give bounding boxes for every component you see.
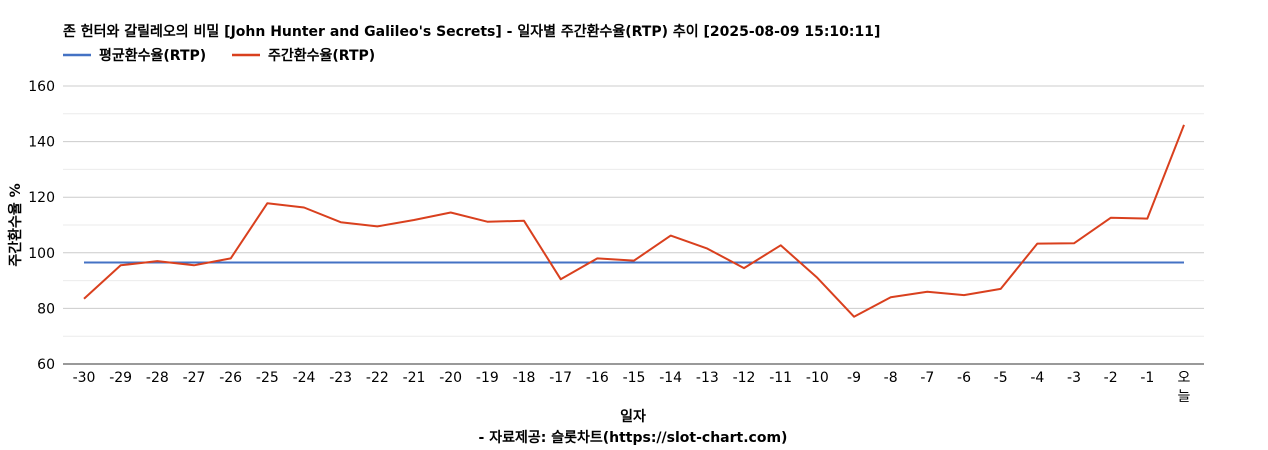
legend: 평균환수율(RTP) 주간환수율(RTP): [63, 47, 375, 64]
x-tick-label: -14: [659, 370, 682, 386]
x-axis-ticks: -30 -29 -28 -27 -26 -25 -24 -23 -22 -21 -20 -19 -18-…: [73, 370, 1191, 405]
x-tick-label: -30: [73, 370, 96, 386]
x-tick-label: -22: [366, 370, 389, 386]
x-tick-label: -5: [994, 370, 1008, 386]
chart-title: 존 헌터와 갈릴레오의 비밀 [John Hunter and Galileo'…: [63, 23, 880, 40]
legend-label-average: 평균환수율(RTP): [99, 47, 206, 64]
x-tick-label: -1: [1140, 370, 1154, 386]
y-axis-title: 주간환수율 %: [7, 183, 24, 266]
x-tick-label: -11: [769, 370, 792, 386]
y-tick-label: 60: [37, 357, 55, 373]
x-tick-label: -15: [623, 370, 646, 386]
y-tick-label: 140: [28, 135, 55, 151]
x-tick-label: -18: [513, 370, 536, 386]
x-tick-label: -27: [183, 370, 206, 386]
x-tick-label: -23: [329, 370, 352, 386]
series-lines: [83, 124, 1185, 318]
x-tick-label: -19: [476, 370, 499, 386]
x-tick-label: -3: [1067, 370, 1081, 386]
x-tick-label: -28: [146, 370, 169, 386]
x-axis-title: 일자: [620, 409, 646, 425]
x-tick-label: -26: [219, 370, 242, 386]
y-tick-label: 100: [28, 246, 55, 262]
x-tick-label: -17: [549, 370, 572, 386]
x-tick-label: -13: [696, 370, 719, 386]
x-tick-label: -16: [586, 370, 609, 386]
x-tick-label: -24: [293, 370, 316, 386]
gridlines: [63, 85, 1204, 365]
x-tick-label: -9: [847, 370, 861, 386]
y-tick-label: 80: [37, 301, 55, 317]
data-source-note: - 자료제공: 슬롯차트(https://slot-chart.com): [479, 430, 788, 446]
x-tick-label: -10: [806, 370, 829, 386]
x-tick-label: -6: [957, 370, 971, 386]
x-tick-label: -21: [403, 370, 426, 386]
y-tick-label: 160: [28, 79, 55, 95]
x-tick-label: -4: [1030, 370, 1044, 386]
series-line-weekly: [83, 124, 1185, 318]
x-tick-label: -7: [920, 370, 934, 386]
y-tick-label: 120: [28, 190, 55, 206]
y-axis-ticks: 60 80 100 120 140 160: [28, 79, 55, 373]
x-tick-label: -12: [733, 370, 756, 386]
legend-label-weekly: 주간환수율(RTP): [268, 47, 375, 64]
x-tick-label: -29: [109, 370, 132, 386]
x-tick-label: -8: [884, 370, 898, 386]
x-tick-label: -25: [256, 370, 279, 386]
x-tick-label: -2: [1104, 370, 1118, 386]
x-tick-label: -20: [439, 370, 462, 386]
